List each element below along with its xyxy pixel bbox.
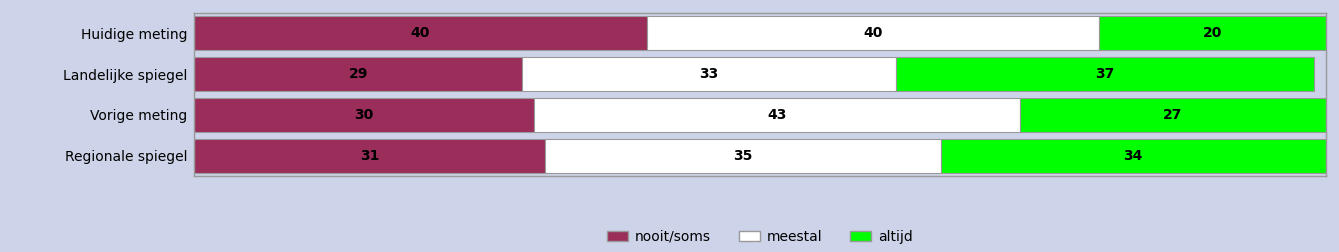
Bar [194,139,545,173]
Bar [1020,98,1326,132]
Text: 40: 40 [411,26,430,40]
Bar [896,57,1315,91]
Text: 20: 20 [1202,26,1223,40]
Bar [194,98,533,132]
Text: 40: 40 [864,26,882,40]
Bar [1099,16,1326,50]
Bar [194,57,522,91]
Text: 37: 37 [1095,67,1114,81]
Text: 35: 35 [734,149,753,163]
Text: 34: 34 [1123,149,1144,163]
Text: 29: 29 [348,67,368,81]
Text: 31: 31 [360,149,379,163]
Text: 30: 30 [355,108,374,122]
Text: 27: 27 [1164,108,1182,122]
Bar [647,16,1099,50]
Legend: nooit/soms, meestal, altijd: nooit/soms, meestal, altijd [601,224,919,249]
Bar [533,98,1020,132]
Text: 43: 43 [767,108,786,122]
Text: 33: 33 [699,67,719,81]
Bar [522,57,896,91]
Bar [194,16,647,50]
Bar [545,139,941,173]
Bar [941,139,1326,173]
